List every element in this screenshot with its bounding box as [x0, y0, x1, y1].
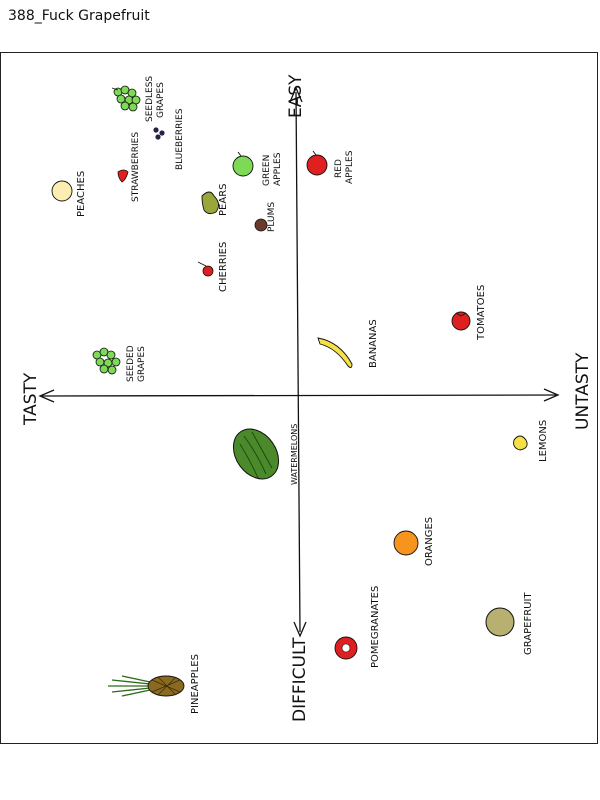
cherries-icon: [197, 261, 214, 277]
blueberries-label: BLUEBERRIES: [175, 108, 185, 170]
seeded-grapes-label-1: SEEDED: [126, 345, 136, 382]
bananas-icon: [317, 337, 353, 369]
easy-arrow: [289, 86, 303, 103]
pears-label: PEARS: [218, 184, 229, 217]
horizontal-axis: [41, 394, 557, 397]
oranges-label: ORANGES: [424, 517, 435, 566]
grapefruit-icon: [485, 607, 515, 637]
red-apples-icon: [306, 150, 328, 176]
axes: [38, 86, 560, 638]
seedless-grapes-icon: [111, 85, 141, 112]
blueberries-icon: [153, 127, 165, 140]
pineapples-label: PINEAPPLES: [190, 654, 201, 714]
tasty-arrow: [38, 389, 55, 403]
cherries-label: CHERRIES: [218, 242, 229, 292]
watermelons-icon: [232, 428, 280, 480]
seedless-grapes-label-2: GRAPES: [156, 82, 166, 118]
oranges-icon: [393, 530, 419, 556]
difficult-label: DIFFICULT: [290, 637, 310, 722]
grapefruit-label: GRAPEFRUIT: [523, 592, 534, 655]
green-apples-label-1: GREEN: [262, 155, 272, 186]
tomatoes-label: TOMATOES: [476, 285, 487, 341]
strawberries-label: STRAWBERRIES: [131, 132, 141, 202]
peaches-icon: [51, 180, 73, 202]
lemons-label: LEMONS: [538, 420, 549, 462]
lemons-icon: [513, 435, 528, 451]
easy-label: EASY: [286, 74, 306, 118]
vertical-axis: [295, 91, 301, 633]
plums-icon: [254, 218, 268, 232]
watermelons-label: WATERMELONS: [290, 424, 299, 485]
tomatoes-icon: [451, 311, 471, 331]
untasty-label: UNTASTY: [573, 352, 593, 430]
pears-icon: [201, 191, 219, 215]
page-title: 388_Fuck Grapefruit: [8, 8, 150, 24]
pomegranates-label: POMEGRANATES: [370, 586, 381, 668]
tasty-label: TASTY: [21, 372, 41, 426]
green-apples-label-2: APPLES: [273, 152, 283, 186]
seeded-grapes-icon: [92, 347, 121, 375]
red-apples-label-2: APPLES: [345, 150, 355, 184]
seedless-grapes-label-1: SEEDLESS: [145, 76, 155, 122]
red-apples-label-1: RED: [334, 159, 344, 178]
peaches-label: PEACHES: [76, 171, 87, 217]
plums-label: PLUMS: [267, 202, 277, 232]
strawberries-icon: [117, 169, 129, 183]
untasty-arrow: [543, 388, 560, 402]
pineapples-icon: [108, 675, 185, 697]
pomegranates-icon: [334, 636, 358, 660]
green-apples-icon: [232, 151, 254, 177]
bananas-label: BANANAS: [368, 319, 379, 368]
seeded-grapes-label-2: GRAPES: [137, 346, 147, 382]
difficult-arrow: [293, 621, 307, 638]
